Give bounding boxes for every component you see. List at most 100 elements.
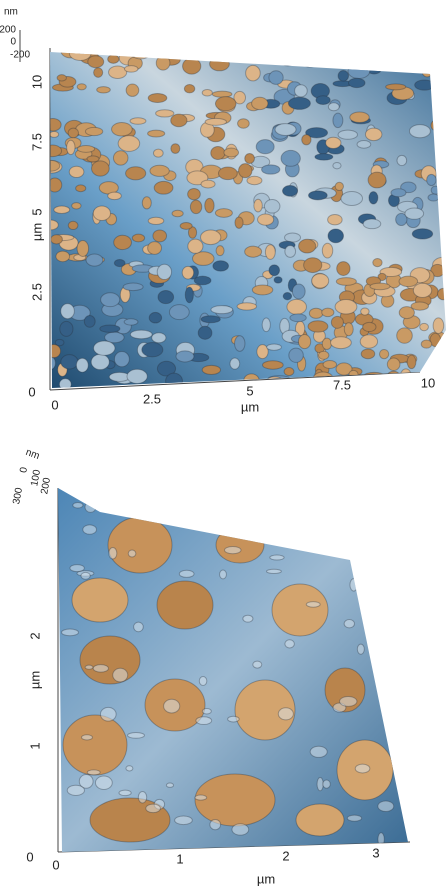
surface-feature xyxy=(434,110,448,120)
surface-feature xyxy=(310,746,327,757)
surface-feature xyxy=(68,221,78,229)
surface-feature xyxy=(93,665,108,673)
surface-feature xyxy=(175,816,193,825)
surface-feature xyxy=(387,358,400,371)
x-tick-label: 2.5 xyxy=(143,391,161,406)
surface-feature xyxy=(283,292,292,299)
surface-feature xyxy=(201,230,221,245)
surface-feature xyxy=(338,71,348,82)
surface-feature xyxy=(205,198,214,212)
surface-feature xyxy=(378,833,384,846)
surface-feature xyxy=(239,164,252,178)
surface-feature xyxy=(150,165,169,176)
surface-feature xyxy=(296,499,304,507)
surface-feature xyxy=(386,84,406,90)
surface-feature xyxy=(195,774,275,826)
surface-feature xyxy=(278,708,293,720)
surface-feature xyxy=(369,192,378,204)
surface-feature xyxy=(50,131,59,137)
surface-feature xyxy=(202,365,220,374)
surface-feature xyxy=(224,148,239,157)
surface-feature xyxy=(308,321,328,332)
surface-feature xyxy=(210,820,221,830)
surface-feature xyxy=(295,85,308,97)
y-axis-label: µm xyxy=(27,671,42,689)
surface-feature xyxy=(41,160,60,171)
surface-feature xyxy=(347,815,361,821)
surface-feature xyxy=(100,325,120,332)
surface-feature xyxy=(148,93,167,102)
y-tick-label: 7.5 xyxy=(29,133,44,151)
surface-feature xyxy=(352,48,361,57)
surface-feature xyxy=(264,200,280,214)
surface-feature xyxy=(421,61,433,76)
surface-feature xyxy=(357,644,364,654)
surface-feature xyxy=(341,192,362,206)
surface-feature xyxy=(94,341,115,355)
surface-feature xyxy=(243,615,253,622)
surface-feature xyxy=(195,795,207,800)
surface-feature xyxy=(93,206,110,221)
surface-feature xyxy=(213,261,229,271)
surface-feature xyxy=(108,55,119,63)
surface-feature xyxy=(365,128,381,140)
surface-feature xyxy=(112,123,133,137)
surface-feature xyxy=(196,717,212,725)
surface-feature xyxy=(256,140,274,154)
surface-feature xyxy=(350,112,369,122)
surface-feature xyxy=(201,180,215,188)
surface-feature xyxy=(94,68,103,78)
surface-feature xyxy=(210,57,230,71)
surface-feature xyxy=(185,287,193,303)
surface-feature xyxy=(142,197,151,209)
surface-feature xyxy=(265,245,275,260)
surface-feature xyxy=(438,120,448,131)
surface-feature xyxy=(427,174,436,185)
surface-feature xyxy=(285,640,294,648)
surface-feature xyxy=(188,188,201,199)
surface-feature xyxy=(85,665,93,669)
surface-feature xyxy=(72,578,128,622)
surface-feature xyxy=(363,322,376,331)
surface-feature xyxy=(84,316,95,328)
surface-feature xyxy=(63,715,127,775)
surface-feature xyxy=(166,783,173,787)
surface-feature xyxy=(284,368,294,376)
surface-feature xyxy=(59,379,71,390)
surface-feature xyxy=(229,47,239,54)
surface-feature xyxy=(267,344,282,350)
surface-feature xyxy=(313,372,333,386)
x-tick-label: 1 xyxy=(176,851,183,866)
surface-feature xyxy=(60,321,73,336)
surface-feature xyxy=(323,780,331,788)
surface-feature xyxy=(252,285,272,295)
surface-feature xyxy=(100,707,116,721)
surface-feature xyxy=(237,303,256,310)
surface-feature xyxy=(355,764,370,773)
surface-feature xyxy=(172,210,183,217)
surface-feature xyxy=(338,130,357,139)
surface-feature xyxy=(333,162,341,168)
x-axis-label: µm xyxy=(241,399,259,414)
surface-feature xyxy=(326,137,341,148)
surface-feature xyxy=(77,146,94,153)
surface-feature xyxy=(281,150,300,166)
z-tick-label: 0 xyxy=(10,37,16,48)
surface-feature xyxy=(336,278,356,286)
surface-feature xyxy=(154,181,173,194)
surface-feature xyxy=(360,335,377,348)
surface-feature xyxy=(328,103,339,111)
surface-feature xyxy=(69,46,91,60)
surface-feature xyxy=(412,229,432,239)
surface-feature xyxy=(69,166,84,177)
surface-feature xyxy=(431,186,440,194)
surface-feature xyxy=(156,56,170,70)
surface-feature xyxy=(157,581,213,629)
surface-feature xyxy=(292,284,305,299)
z-tick-label: 200 xyxy=(0,25,16,36)
surface-feature xyxy=(279,57,296,66)
surface-feature xyxy=(228,716,240,722)
surface-feature xyxy=(235,336,245,352)
surface-feature xyxy=(119,790,131,796)
surface-feature xyxy=(373,259,382,267)
